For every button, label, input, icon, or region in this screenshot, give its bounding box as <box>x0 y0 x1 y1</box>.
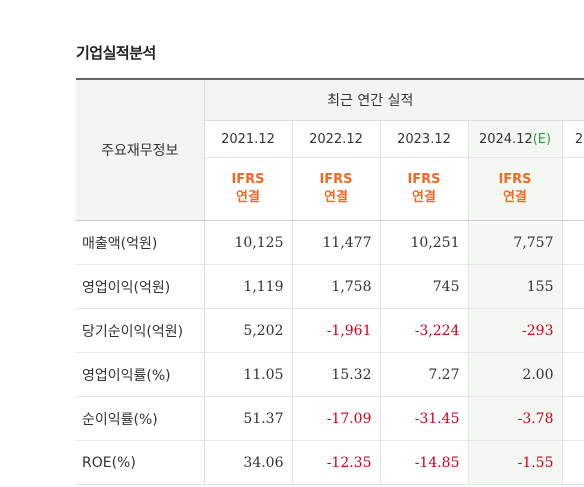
row-label: 영업이익(억원) <box>76 264 205 309</box>
basis-top: IFRS <box>498 172 532 187</box>
value-cell: 7,757 <box>468 220 563 265</box>
basis-bottom: 연결 <box>236 190 260 205</box>
value-cell: -14.85 <box>380 440 469 485</box>
table-row: 영업이익(억원) 1,119 1,758 745 155 <box>76 264 584 309</box>
header-group: 최근 연간 실적 <box>204 79 584 121</box>
year-label: 2022.12 <box>309 131 363 147</box>
row-label: 순이익률(%) <box>76 396 205 441</box>
value-cell: -17.09 <box>292 396 381 441</box>
table-row: 영업이익률(%) 11.05 15.32 7.27 2.00 <box>76 352 584 397</box>
estimate-mark: (E) <box>532 131 552 147</box>
year-header: 2022.12 <box>292 120 381 158</box>
basis-top: IFRS <box>407 172 441 187</box>
value-cell: 1,119 <box>204 264 293 309</box>
row-label: 매출액(억원) <box>76 220 205 265</box>
value-cell-cut <box>562 352 584 397</box>
value-cell-cut <box>562 264 584 309</box>
basis-cell: IFRS 연결 <box>468 157 563 221</box>
basis-cell: IFRS 연결 <box>204 157 293 221</box>
year-label: 2023.12 <box>397 131 451 147</box>
value-cell: 10,125 <box>204 220 293 265</box>
year-label: 2021.12 <box>221 131 275 147</box>
basis-top: IFRS <box>231 172 265 187</box>
value-cell-cut <box>562 220 584 265</box>
value-cell: -3,224 <box>380 308 469 353</box>
value-cell: 1,758 <box>292 264 381 309</box>
year-header: 2 <box>562 120 584 158</box>
basis-top: IFRS <box>319 172 353 187</box>
table-row: 순이익률(%) 51.37 -17.09 -31.45 -3.78 <box>76 396 584 441</box>
year-label: 2024.12 <box>478 131 533 147</box>
year-label: 2 <box>574 131 584 147</box>
value-cell: -1.55 <box>468 440 563 485</box>
value-cell: 15.32 <box>292 352 381 397</box>
value-cell-cut <box>562 440 584 485</box>
basis-bottom: 연결 <box>324 190 348 205</box>
financial-table: 주요재무정보 최근 연간 실적 2021.12 2022.12 2023.12 202… <box>76 78 584 485</box>
value-cell: -1,961 <box>292 308 381 353</box>
header-label: 주요재무정보 <box>76 79 205 221</box>
section-title: 기업실적분석 <box>76 44 156 62</box>
year-header: 2021.12 <box>204 120 293 158</box>
value-cell: -3.78 <box>468 396 563 441</box>
basis-cell: IFRS 연결 <box>380 157 469 221</box>
value-cell-cut <box>562 308 584 353</box>
table-row: ROE(%) 34.06 -12.35 -14.85 -1.55 <box>76 440 584 485</box>
value-cell-cut <box>562 396 584 441</box>
value-cell: 34.06 <box>204 440 293 485</box>
value-cell: 155 <box>468 264 563 309</box>
value-cell: -293 <box>468 308 563 353</box>
basis-bottom: 연결 <box>503 190 527 205</box>
basis-cell <box>562 157 584 221</box>
value-cell: 2.00 <box>468 352 563 397</box>
table-row: 매출액(억원) 10,125 11,477 10,251 7,757 <box>76 220 584 265</box>
header-group-label: 최근 연간 실적 <box>327 93 414 109</box>
row-label: 당기순이익(억원) <box>76 308 205 353</box>
year-header: 2024.12(E) <box>468 120 563 158</box>
year-header: 2023.12 <box>380 120 469 158</box>
value-cell: 11,477 <box>292 220 381 265</box>
value-cell: 11.05 <box>204 352 293 397</box>
row-label: 영업이익률(%) <box>76 352 205 397</box>
value-cell: 5,202 <box>204 308 293 353</box>
table-row: 당기순이익(억원) 5,202 -1,961 -3,224 -293 <box>76 308 584 353</box>
value-cell: 10,251 <box>380 220 469 265</box>
basis-cell: IFRS 연결 <box>292 157 381 221</box>
basis-bottom: 연결 <box>412 190 436 205</box>
row-label: ROE(%) <box>76 440 205 485</box>
value-cell: 7.27 <box>380 352 469 397</box>
value-cell: -31.45 <box>380 396 469 441</box>
value-cell: -12.35 <box>292 440 381 485</box>
value-cell: 51.37 <box>204 396 293 441</box>
value-cell: 745 <box>380 264 469 309</box>
